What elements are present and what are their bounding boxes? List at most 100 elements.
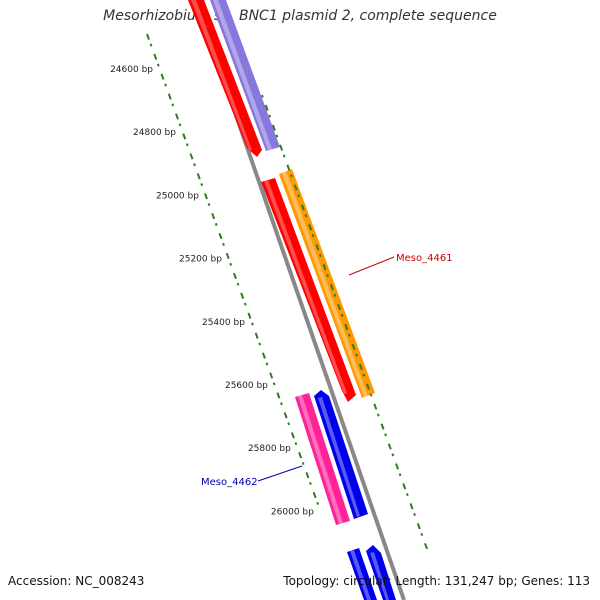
ruler-tick <box>308 224 313 231</box>
label-leader-meso-4462 <box>257 465 303 482</box>
gene-arrow-blue-bottom-2[interactable] <box>366 545 396 600</box>
ruler-tick <box>218 232 223 240</box>
ruler-tick <box>304 214 308 218</box>
gene-arrow-red-middle[interactable] <box>261 178 356 402</box>
gene-arrow-blue-middle[interactable] <box>314 390 368 519</box>
ruler-tick <box>222 242 225 246</box>
ruler-tick <box>279 144 284 151</box>
gene-arrow-red-top[interactable] <box>188 0 262 157</box>
ruler-tick <box>376 413 380 417</box>
ruler-tick <box>171 103 175 107</box>
ruler-tick <box>380 423 385 430</box>
ruler-tick <box>290 432 295 439</box>
gene-arrow-blue-bottom-1[interactable] <box>347 548 377 600</box>
gene-arrow-meso-4461[interactable] <box>279 169 375 398</box>
ruler-tick <box>305 471 310 479</box>
ruler-tick <box>290 174 293 178</box>
ruler-tick <box>182 133 187 140</box>
ruler-tick <box>214 222 218 226</box>
ruler-tick <box>236 282 240 286</box>
ruler-label: 25600 bp <box>225 381 268 391</box>
ruler-tick <box>264 104 269 111</box>
ruler-tick <box>156 63 160 67</box>
ruler-tick <box>311 234 315 238</box>
ruler-tick <box>340 313 344 317</box>
ruler-tick <box>319 254 322 258</box>
ruler-label: 26000 bp <box>271 507 314 517</box>
gene-label-meso-4462[interactable]: Meso_4462 <box>201 477 258 488</box>
ruler-tick <box>167 93 172 100</box>
ruler-tick <box>413 513 416 517</box>
ruler-tick <box>347 333 351 337</box>
ruler-tick <box>294 442 298 446</box>
ruler-labels: 24600 bp 24800 bp 25000 bp 25200 bp 25400 bp… <box>110 65 314 517</box>
ruler-tick <box>391 453 395 457</box>
ruler-tick <box>373 403 378 410</box>
ruler-tick <box>240 292 245 299</box>
gene-arrow-meso-4462[interactable] <box>295 393 350 525</box>
ruler-tick <box>329 283 334 291</box>
label-leader-meso-4461 <box>348 256 395 276</box>
ruler-tick <box>204 193 208 200</box>
ruler-tick <box>207 203 211 207</box>
ruler-tick <box>269 372 274 379</box>
ruler-tick <box>160 73 165 80</box>
gene-label-meso-4461[interactable]: Meso_4461 <box>396 253 453 264</box>
ruler-tick <box>420 532 424 537</box>
gene-arrow-purple-top[interactable] <box>210 0 280 151</box>
sequence-summary: Topology: circular; Length: 131,247 bp; … <box>283 574 590 588</box>
ruler-ticks-inner <box>146 33 320 505</box>
ruler-tick <box>272 382 276 386</box>
ruler-label: 24600 bp <box>110 65 153 75</box>
ruler-tick <box>287 422 291 426</box>
ruler-label: 24800 bp <box>133 128 176 138</box>
ruler-tick <box>326 273 329 278</box>
ruler-label: 25000 bp <box>156 191 199 201</box>
ruler-tick <box>309 481 312 485</box>
ruler-tick <box>358 363 363 370</box>
ruler-tick <box>316 501 320 505</box>
ruler-tick <box>196 173 201 180</box>
ruler-tick <box>193 163 196 167</box>
ruler-tick <box>398 473 402 477</box>
ruler-tick <box>258 342 262 346</box>
ruler-tick <box>337 303 342 311</box>
ruler-tick <box>387 443 392 450</box>
ruler-tick <box>164 83 167 87</box>
ruler-tick <box>185 143 189 147</box>
ruler-tick <box>153 53 158 60</box>
ruler-tick <box>344 323 349 331</box>
ruler-label: 25200 bp <box>179 255 222 265</box>
ruler-tick <box>271 124 276 131</box>
ruler-tick <box>276 392 281 399</box>
ruler-tick <box>265 362 269 366</box>
ruler-tick <box>409 503 414 510</box>
ruler-tick <box>369 393 373 397</box>
ruler-tick <box>384 433 387 437</box>
ruler-tick <box>282 154 286 158</box>
ruler-tick <box>261 94 264 98</box>
ruler-tick <box>362 373 366 377</box>
ruler-tick <box>232 272 237 280</box>
ruler-tick <box>355 353 358 357</box>
ruler-tick <box>175 113 179 120</box>
ruler-tick <box>275 134 279 138</box>
ruler-tick <box>315 244 320 251</box>
ruler-tick <box>243 302 247 306</box>
ruler-tick <box>297 194 301 198</box>
ruler-tick <box>261 352 266 359</box>
ruler-tick <box>268 114 272 118</box>
ruler-tick <box>254 332 259 339</box>
ruler-tick <box>298 452 303 459</box>
ruler-tick <box>351 343 356 351</box>
ruler-tick <box>301 462 305 466</box>
ruler-tick <box>189 153 194 160</box>
ruler-tick <box>146 33 150 40</box>
ruler-tick <box>229 262 233 266</box>
ruler-tick <box>395 463 400 470</box>
ruler-tick <box>405 493 409 497</box>
ruler-tick <box>416 523 421 530</box>
gene-features <box>188 0 396 600</box>
ruler-tick <box>149 43 153 47</box>
